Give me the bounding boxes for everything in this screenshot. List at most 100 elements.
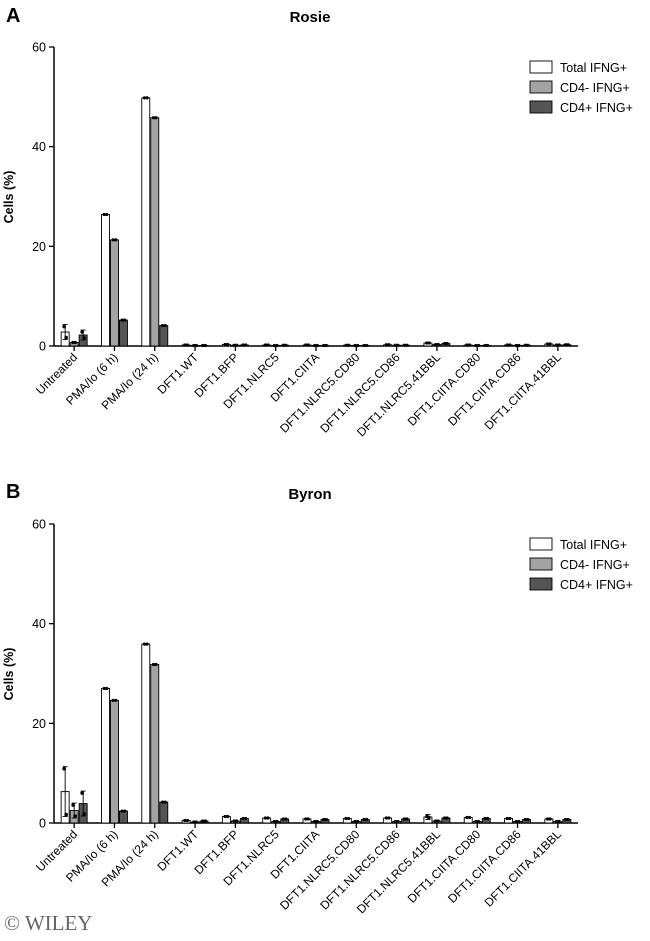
replicate-point [514,819,518,824]
replicate-point [151,116,156,120]
replicate-point [263,343,267,347]
replicate-point [142,642,147,646]
bar [101,213,110,347]
replicate-point [445,341,449,346]
replicate-point [483,343,487,348]
replicate-point [203,343,207,348]
replicate-point [563,343,568,347]
replicate-point [272,819,276,824]
legend-swatch [529,100,553,114]
replicate-point [185,343,189,347]
replicate-point [244,816,248,821]
y-tick-label: 40 [32,140,46,154]
replicate-point [105,686,109,691]
replicate-point [387,816,391,820]
replicate-point [235,819,239,823]
replicate-point [443,816,447,820]
replicate-point [82,336,86,340]
replicate-point [62,324,66,329]
replicate-point [508,343,512,347]
replicate-point [445,816,449,820]
legend-swatch [529,537,553,551]
replicate-point [82,812,86,816]
replicate-point [485,343,490,348]
replicate-point [384,816,388,820]
replicate-point [111,238,115,242]
replicate-point [183,818,187,823]
replicate-point [436,342,440,347]
bar [141,97,151,347]
y-tick-label: 60 [32,41,46,55]
replicate-point [526,817,530,822]
legend-swatch [529,557,553,571]
replicate-point [154,662,158,667]
replicate-point [508,816,512,821]
replicate-point [62,766,66,771]
replicate-point [145,642,149,646]
replicate-point [306,343,310,347]
bar [101,688,110,824]
x-tick-label: DFT1.CIITA.41BBL [482,827,565,910]
replicate-point [266,816,270,820]
replicate-point [393,819,397,824]
replicate-point [114,698,118,703]
replicate-point [514,343,518,348]
replicate-point [322,343,326,348]
replicate-point [548,817,552,821]
replicate-point [232,343,236,347]
replicate-point [347,343,351,347]
replicate-point [384,343,388,347]
replicate-point [306,817,310,821]
replicate-point [194,343,198,348]
replicate-point [425,341,429,345]
replicate-point [102,686,106,691]
replicate-point [64,335,68,340]
legend-label: Total IFNG+ [560,61,627,75]
replicate-point [266,343,270,347]
legend-label: CD4- IFNG+ [560,81,630,95]
replicate-point [402,343,406,347]
replicate-point [281,817,285,821]
replicate-point [154,116,158,120]
replicate-point [281,343,285,347]
replicate-point [114,238,118,242]
replicate-point [545,342,550,346]
replicate-point [467,815,472,820]
replicate-point [523,343,527,347]
replicate-point [344,816,348,821]
replicate-point [194,820,198,824]
legend-label: Total IFNG+ [560,538,627,552]
replicate-point [362,343,366,348]
replicate-point [365,817,369,822]
panel-b-title: Byron [288,486,331,503]
bar [110,699,119,824]
legend-swatch [529,577,553,591]
replicate-point [324,343,328,348]
replicate-point [396,343,400,347]
y-tick-label: 40 [32,617,46,631]
replicate-point [263,816,267,820]
y-tick-label: 60 [32,518,46,532]
bar [141,643,151,824]
replicate-point [241,343,245,347]
replicate-point [183,343,187,347]
replicate-point [324,817,328,822]
replicate-point [151,662,156,667]
panel-a-y-axis-label: Cells (%) [2,171,16,224]
replicate-point [353,343,357,348]
replicate-point [485,816,490,821]
y-tick-label: 0 [39,340,46,354]
y-tick-label: 20 [32,717,46,731]
panel-a-legend: Total IFNG+ CD4- IFNG+ CD4+ IFNG+ [529,60,633,115]
x-tick-label: DFT1.CIITA.CD80 [405,350,484,429]
replicate-point [362,817,366,822]
x-tick-label: DFT1.CIITA.41BBL [482,350,565,433]
replicate-point [344,343,348,347]
panel-b-label: B [6,481,20,503]
replicate-point [347,816,351,821]
replicate-point [244,343,248,347]
panel-a-bars [60,96,572,348]
panel-b-y-axis-label: Cells (%) [2,648,16,701]
replicate-point [517,343,521,348]
